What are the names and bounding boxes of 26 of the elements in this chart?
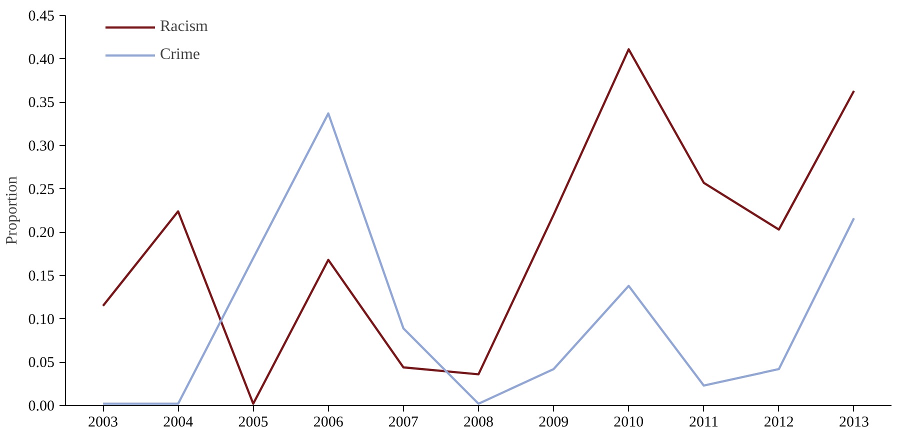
x-tick-label: 2009 [538, 414, 569, 430]
legend-label: Racism [160, 18, 208, 36]
x-tick-label: 2012 [764, 414, 794, 430]
legend-label: Crime [160, 46, 200, 64]
y-tick-label: 0.15 [28, 268, 54, 284]
y-tick-label: 0.35 [28, 95, 54, 112]
x-tick-label: 2008 [464, 414, 494, 430]
line-series [102, 48, 856, 405]
x-tick-label: 2006 [313, 414, 344, 430]
y-tick-label: 0.30 [28, 138, 54, 154]
x-tick-label: 2010 [614, 414, 644, 430]
line-series [102, 112, 856, 405]
x-tick-label: 2004 [163, 414, 194, 430]
x-tick-label: 2007 [388, 414, 419, 430]
y-axis-title: Proportion [3, 176, 20, 245]
x-tick-label: 2005 [238, 414, 268, 430]
x-tick-label: 2011 [689, 414, 719, 430]
y-tick-label: 0.45 [28, 8, 54, 24]
y-tick-label: 0.20 [28, 225, 54, 242]
y-tick-label: 0.00 [28, 398, 54, 414]
y-tick-label: 0.40 [28, 52, 54, 68]
x-tick-label: 2003 [88, 414, 118, 430]
y-tick-label: 0.10 [28, 312, 54, 328]
x-tick-label: 2013 [838, 414, 869, 430]
y-tick-label: 0.25 [28, 182, 54, 198]
y-tick-label: 0.05 [28, 355, 54, 372]
